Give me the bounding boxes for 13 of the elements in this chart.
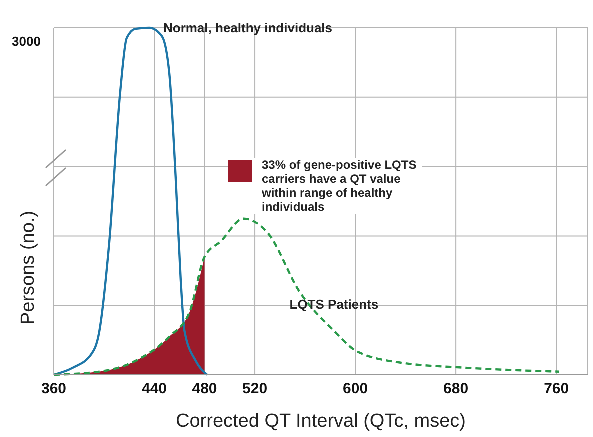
x-tick-label: 480 xyxy=(192,380,218,398)
x-tick-label: 440 xyxy=(142,380,168,398)
x-tick-label: 680 xyxy=(444,380,469,398)
y-axis-title: Persons (no.) xyxy=(18,210,39,326)
x-tick-label: 520 xyxy=(242,380,268,398)
x-tick-label: 360 xyxy=(41,380,67,398)
series-label: Normal, healthy individuals xyxy=(163,20,333,36)
series-label: LQTS Patients xyxy=(290,296,379,312)
x-axis-title: Corrected QT Interval (QTc, msec) xyxy=(176,411,466,432)
x-tick-label: 760 xyxy=(544,380,570,398)
legend-label: 33% of gene-positive LQTS carriers have a QT value within range of healthy individuals xyxy=(262,158,418,214)
x-tick-label: 600 xyxy=(343,380,368,398)
text: 3000 xyxy=(12,34,41,49)
